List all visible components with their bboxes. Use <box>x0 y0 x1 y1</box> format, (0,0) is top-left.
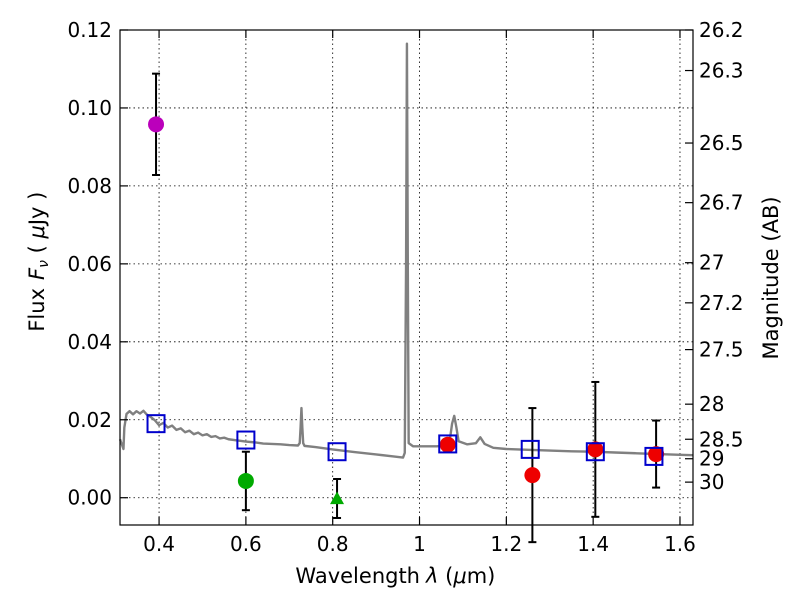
model-flux-marker <box>585 442 605 462</box>
model-flux-marker <box>236 430 256 450</box>
x-tick-label: 1.6 <box>664 532 696 556</box>
observed-flux-marker <box>587 441 604 458</box>
x-tick-label: 1 <box>413 532 426 556</box>
y2-tick-label: 26.7 <box>699 191 744 215</box>
y-axis-label-unit: Fν ( μJy ) <box>25 192 52 280</box>
y2-axis-label: Magnitude (AB) <box>759 196 783 359</box>
model-layer <box>146 414 664 466</box>
x-tick-label: 0.6 <box>230 532 262 556</box>
observed-flux-marker <box>648 446 665 463</box>
x-tick-label: 1.4 <box>577 532 609 556</box>
observed-flux-marker <box>237 472 254 489</box>
axis-ticks <box>120 29 693 525</box>
observed-upper-limit-marker <box>330 491 345 505</box>
spectrum-layer <box>118 42 694 459</box>
y2-tick-label: 27.5 <box>699 338 744 362</box>
y2-tick-label: 28 <box>699 392 724 416</box>
model-flux-marker <box>146 414 166 434</box>
y-tick-labels: 0.00 0.02 0.04 0.06 0.08 0.10 0.12 <box>67 18 112 510</box>
y2-tick-label: 29 <box>699 447 724 471</box>
x-tick-labels: 0.4 0.6 0.8 1 1.2 1.4 1.6 <box>143 532 696 556</box>
model-flux-marker <box>520 439 540 459</box>
observed-flux-marker <box>439 436 456 453</box>
observed-flux-marker <box>148 116 165 133</box>
y2-tick-label: 27.2 <box>699 291 744 315</box>
model-flux-marker <box>438 434 458 454</box>
x-tick-label: 1.2 <box>490 532 522 556</box>
y-tick-label: 0.08 <box>67 174 112 198</box>
plot-frame <box>119 29 694 526</box>
y2-tick-label: 27 <box>699 251 724 275</box>
y2-tick-label: 26.3 <box>699 59 744 83</box>
spectrum-line <box>118 42 694 459</box>
y-axis-label: Flux <box>25 288 49 332</box>
y-tick-label: 0.12 <box>67 18 112 42</box>
y-axis-label-group: Flux Fν ( μJy ) <box>25 192 52 332</box>
x-axis-label-unit: λ (μm) <box>425 564 495 588</box>
y-tick-label: 0.10 <box>67 96 112 120</box>
model-flux-marker <box>644 446 664 466</box>
y-tick-label: 0.06 <box>67 252 112 276</box>
x-axis-label: Wavelength <box>295 564 420 588</box>
observed-layer <box>148 116 665 505</box>
y-tick-label: 0.04 <box>67 330 112 354</box>
y2-tick-label: 28.5 <box>699 427 744 451</box>
observed-flux-marker <box>524 467 541 484</box>
x-tick-label: 0.4 <box>143 532 175 556</box>
x-tick-label: 0.8 <box>317 532 349 556</box>
y-tick-label: 0.02 <box>67 408 112 432</box>
y2-tick-label: 30 <box>699 470 724 494</box>
y2-tick-label: 26.5 <box>699 131 744 155</box>
model-flux-marker <box>327 442 347 462</box>
y-tick-label: 0.00 <box>67 486 112 510</box>
y2-tick-label: 26.2 <box>699 18 744 42</box>
